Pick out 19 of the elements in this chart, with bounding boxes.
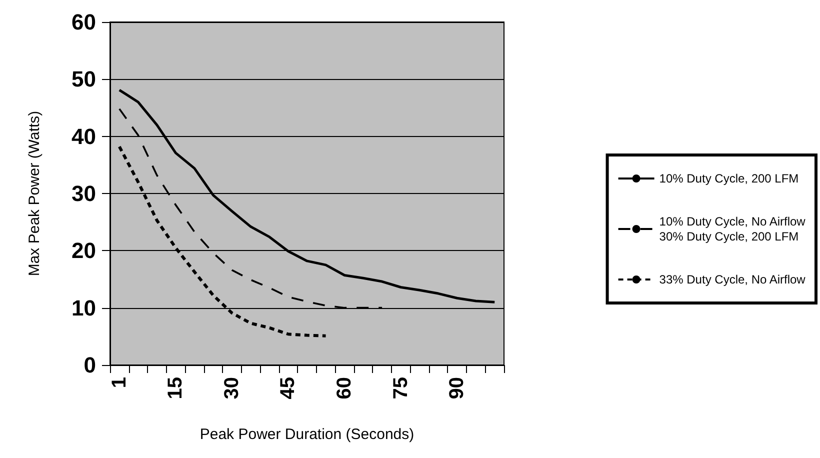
- x-tick-label: 1: [108, 377, 130, 388]
- y-tick-label: 0: [84, 352, 96, 378]
- y-tick-label: 60: [72, 10, 96, 34]
- x-tick-label: 75: [390, 377, 412, 400]
- x-tick-label: 15: [164, 377, 187, 400]
- x-axis-title: Peak Power Duration (Seconds): [200, 426, 414, 443]
- y-tick-label: 30: [72, 181, 96, 206]
- y-tick-label: 10: [72, 295, 96, 320]
- legend-label: 10% Duty Cycle, No Airflow 30% Duty Cycle, 200 LFM: [659, 214, 806, 244]
- x-tick-label: 60: [334, 377, 356, 400]
- y-tick-label: 40: [72, 124, 96, 149]
- x-tick-label: 90: [446, 377, 468, 400]
- legend-label: 10% Duty Cycle, 200 LFM: [659, 172, 799, 186]
- y-tick-label: 50: [72, 66, 96, 92]
- x-tick-label: 30: [220, 377, 243, 400]
- y-axis-title: Max Peak Power (Watts): [26, 110, 43, 276]
- legend-label: 33% Duty Cycle, No Airflow: [659, 272, 806, 286]
- x-tick-label: 45: [277, 377, 300, 400]
- y-tick-label: 20: [72, 238, 96, 264]
